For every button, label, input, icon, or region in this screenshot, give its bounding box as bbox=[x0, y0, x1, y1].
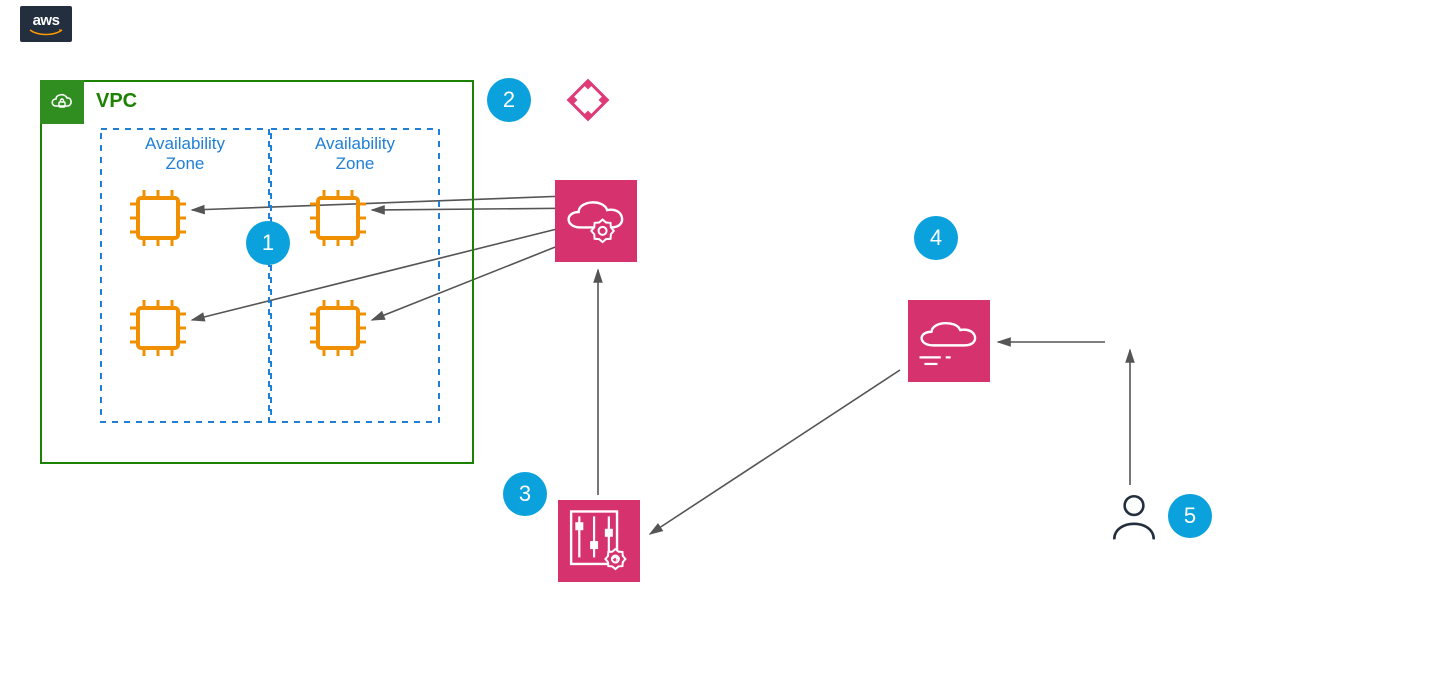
opsworks-icon bbox=[555, 180, 637, 262]
ec2-chip-icon bbox=[310, 300, 366, 356]
service-cloudformation bbox=[908, 300, 990, 382]
vpc-tab bbox=[40, 80, 84, 124]
ec2-chip-icon bbox=[310, 190, 366, 246]
step-badge-4: 4 bbox=[914, 216, 958, 260]
opsworks-outline-icon bbox=[566, 78, 610, 122]
step-badge-5: 5 bbox=[1168, 494, 1212, 538]
ec2-chip-icon bbox=[130, 300, 186, 356]
vpc-cloud-lock-icon bbox=[48, 88, 76, 116]
ec2-chip-icon bbox=[130, 190, 186, 246]
ec2-instance bbox=[310, 190, 366, 246]
ec2-instance bbox=[310, 300, 366, 356]
vpc-label: VPC bbox=[96, 90, 137, 113]
az-label: AvailabilityZone bbox=[270, 134, 440, 173]
ec2-instance bbox=[130, 190, 186, 246]
user-icon bbox=[1108, 490, 1160, 542]
az-label: AvailabilityZone bbox=[100, 134, 270, 173]
aws-logo-text: aws bbox=[33, 13, 60, 28]
systems-manager-icon bbox=[558, 500, 640, 582]
step-badge-3: 3 bbox=[503, 472, 547, 516]
cloudformation-icon bbox=[908, 300, 990, 382]
aws-smile-icon bbox=[29, 29, 63, 36]
availability-zone: AvailabilityZone bbox=[270, 128, 440, 423]
service-opsworks bbox=[555, 180, 637, 262]
step-badge-2: 2 bbox=[487, 78, 531, 122]
availability-zone: AvailabilityZone bbox=[100, 128, 270, 423]
ec2-instance bbox=[130, 300, 186, 356]
aws-logo: aws bbox=[20, 6, 72, 42]
step-badge-1: 1 bbox=[246, 221, 290, 265]
service-systems-manager bbox=[558, 500, 640, 582]
